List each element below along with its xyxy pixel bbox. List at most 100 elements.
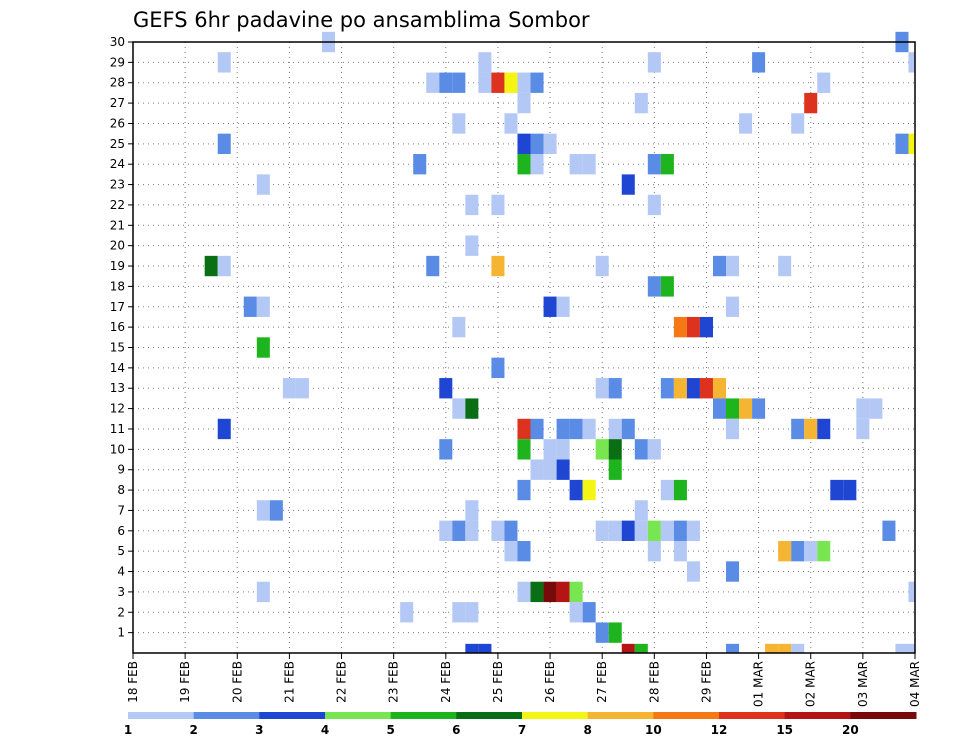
y-tick-label: 14 [110, 361, 125, 375]
precip-cell [673, 540, 687, 562]
precip-cell [660, 276, 674, 297]
y-tick-label: 22 [110, 198, 125, 212]
colorbar-label: 1 [124, 723, 132, 737]
precip-cell [426, 255, 440, 277]
precip-cell [204, 255, 218, 277]
colorbar-label: 2 [189, 723, 197, 737]
precip-cell [517, 581, 531, 603]
precip-cell [804, 540, 818, 562]
precip-cell [595, 439, 609, 460]
precip-cell [465, 520, 479, 541]
y-tick-label: 12 [110, 402, 125, 416]
precip-cell [765, 643, 779, 653]
y-tick-label: 8 [117, 483, 125, 497]
precip-cell [217, 418, 231, 440]
colorbar-label: 4 [321, 723, 329, 737]
precip-cell [778, 255, 792, 277]
precip-cell [608, 459, 622, 480]
precip-cell [621, 643, 635, 653]
precip-cell [634, 643, 648, 653]
precip-cell [491, 194, 505, 216]
precip-cell [673, 316, 687, 338]
colorbar-label: 15 [776, 723, 793, 737]
precip-cell [817, 540, 831, 562]
precip-cell [439, 439, 453, 460]
precip-cell [478, 52, 492, 73]
precip-cell [869, 398, 883, 419]
precip-cell [504, 72, 518, 93]
y-tick-label: 28 [110, 76, 125, 90]
colorbar-label: 10 [645, 723, 662, 737]
precip-cell [556, 459, 570, 480]
precip-cell [517, 133, 531, 155]
precip-cell [282, 378, 296, 399]
y-tick-label: 25 [110, 137, 125, 151]
precip-cell [465, 398, 479, 419]
chart-title: GEFS 6hr padavine po ansamblima Sombor [133, 8, 590, 32]
precip-cell [256, 337, 270, 358]
precip-cell [465, 235, 479, 256]
precip-cell [452, 113, 466, 134]
colorbar-swatch [390, 712, 457, 719]
x-tick-label: 19 FEB [178, 661, 192, 703]
precip-cell [673, 520, 687, 541]
precip-cell [726, 255, 740, 277]
precip-cell [908, 52, 915, 73]
precip-cell [439, 72, 453, 93]
x-tick-label: 01 MAR [752, 661, 766, 707]
y-tick-label: 5 [117, 544, 125, 558]
precip-cell [452, 602, 466, 623]
precip-cell [517, 72, 531, 93]
precip-cell [295, 378, 309, 399]
precip-cell [791, 643, 805, 653]
precip-cell [243, 296, 257, 317]
colorbar-swatch [456, 712, 523, 719]
precip-cell [608, 378, 622, 399]
precip-cell [556, 581, 570, 603]
precip-cell [582, 479, 596, 501]
precip-cell [647, 520, 661, 541]
precip-cell [582, 602, 596, 623]
precip-cell [517, 540, 531, 562]
precip-cell [569, 479, 583, 501]
precip-cell [739, 113, 753, 134]
precip-cell [908, 643, 915, 653]
y-tick-label: 9 [117, 463, 125, 477]
precip-cell [569, 418, 583, 440]
precip-cell [647, 540, 661, 562]
precip-cell [726, 561, 740, 582]
precip-cell [608, 520, 622, 541]
precip-cell [647, 439, 661, 460]
x-tick-label: 24 FEB [439, 661, 453, 703]
precip-cell [726, 643, 740, 653]
y-tick-label: 26 [110, 116, 125, 130]
precip-cell [465, 643, 479, 653]
x-tick-label: 18 FEB [126, 661, 140, 703]
precip-cell [582, 154, 596, 175]
y-tick-label: 27 [110, 96, 125, 110]
x-axis-ticks: 18 FEB 19 FEB 20 FEB 21 FEB 22 FEB 23 FEB 24 F… [126, 653, 922, 707]
x-tick-label: 29 FEB [699, 661, 713, 703]
colorbar-label: 12 [711, 723, 728, 737]
precip-cell [647, 52, 661, 73]
y-tick-label: 21 [110, 218, 125, 232]
colorbar-swatch [653, 712, 720, 719]
precip-cell [543, 133, 557, 155]
precip-cell [478, 72, 492, 93]
precip-cell [413, 154, 427, 175]
y-tick-label: 16 [110, 320, 125, 334]
precip-cell [791, 540, 805, 562]
precip-cell [817, 72, 831, 93]
colorbar-swatch [325, 712, 392, 719]
colorbar-legend: 1 2 3 4 5 6 7 8 10 12 15 20 [124, 712, 917, 737]
y-axis-ticks: 1234567891011121314151617181920212223242… [110, 35, 133, 640]
precip-cell [843, 479, 857, 501]
y-tick-label: 19 [110, 259, 125, 273]
colorbar-swatch [587, 712, 654, 719]
precip-cell [465, 602, 479, 623]
precip-cell [439, 378, 453, 399]
colorbar-label: 7 [518, 723, 526, 737]
precip-cell [256, 174, 270, 195]
precip-cell [712, 378, 727, 399]
y-tick-label: 7 [117, 503, 125, 517]
